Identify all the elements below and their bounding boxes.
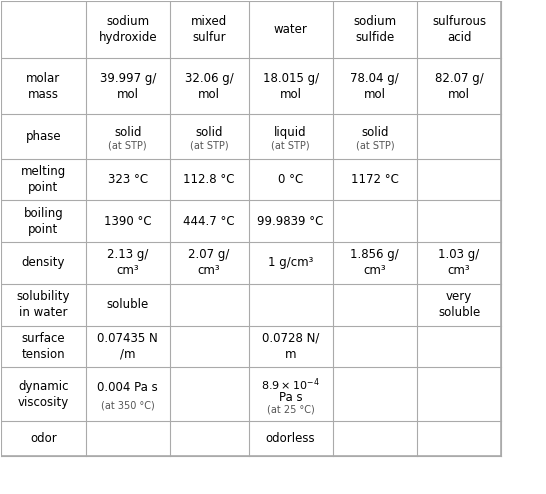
Text: melting
point: melting point [21, 165, 66, 194]
Text: very
soluble: very soluble [438, 290, 480, 319]
Text: 82.07 g/
mol: 82.07 g/ mol [435, 72, 483, 101]
Text: 0.07435 N
/m: 0.07435 N /m [97, 332, 158, 361]
Text: 2.07 g/
cm³: 2.07 g/ cm³ [188, 248, 230, 278]
Text: liquid: liquid [274, 125, 307, 138]
Text: solid: solid [195, 125, 223, 138]
Text: odorless: odorless [266, 432, 316, 445]
Text: molar
mass: molar mass [26, 72, 61, 101]
Text: (at STP): (at STP) [271, 140, 310, 150]
Text: surface
tension: surface tension [22, 332, 66, 361]
Text: 78.04 g/
mol: 78.04 g/ mol [351, 72, 399, 101]
Text: sodium
sulfide: sodium sulfide [353, 15, 396, 44]
Text: phase: phase [26, 130, 61, 143]
Text: 323 °C: 323 °C [108, 173, 148, 186]
Text: (at STP): (at STP) [355, 140, 394, 150]
Text: Pa s: Pa s [279, 391, 302, 404]
Text: 1390 °C: 1390 °C [104, 215, 151, 228]
Text: 39.997 g/
mol: 39.997 g/ mol [99, 72, 156, 101]
Text: 0 °C: 0 °C [278, 173, 303, 186]
Text: odor: odor [30, 432, 57, 445]
Text: sodium
hydroxide: sodium hydroxide [98, 15, 157, 44]
Text: solid: solid [114, 125, 141, 138]
Text: 1.03 g/
cm³: 1.03 g/ cm³ [438, 248, 480, 278]
Text: (at 350 °C): (at 350 °C) [101, 400, 155, 410]
Text: mixed
sulfur: mixed sulfur [191, 15, 227, 44]
Text: $8.9\times10^{-4}$: $8.9\times10^{-4}$ [262, 376, 320, 393]
Text: 0.004 Pa s: 0.004 Pa s [97, 381, 158, 394]
Text: boiling
point: boiling point [23, 206, 63, 236]
Text: density: density [22, 256, 65, 269]
Text: 0.0728 N/
m: 0.0728 N/ m [262, 332, 319, 361]
Text: sulfurous
acid: sulfurous acid [432, 15, 486, 44]
Text: 32.06 g/
mol: 32.06 g/ mol [185, 72, 234, 101]
Text: solubility
in water: solubility in water [17, 290, 70, 319]
Text: 1.856 g/
cm³: 1.856 g/ cm³ [351, 248, 399, 278]
Text: 1172 °C: 1172 °C [351, 173, 399, 186]
Text: water: water [274, 23, 307, 36]
Text: solid: solid [361, 125, 389, 138]
Text: 1 g/cm³: 1 g/cm³ [268, 256, 313, 269]
Text: 112.8 °C: 112.8 °C [183, 173, 235, 186]
Text: 2.13 g/
cm³: 2.13 g/ cm³ [107, 248, 149, 278]
Text: (at 25 °C): (at 25 °C) [267, 405, 314, 414]
Text: 444.7 °C: 444.7 °C [183, 215, 235, 228]
Text: dynamic
viscosity: dynamic viscosity [18, 380, 69, 409]
Text: 18.015 g/
mol: 18.015 g/ mol [263, 72, 319, 101]
Text: 99.9839 °C: 99.9839 °C [258, 215, 324, 228]
Text: (at STP): (at STP) [108, 140, 147, 150]
Text: soluble: soluble [106, 298, 149, 311]
Text: (at STP): (at STP) [190, 140, 228, 150]
